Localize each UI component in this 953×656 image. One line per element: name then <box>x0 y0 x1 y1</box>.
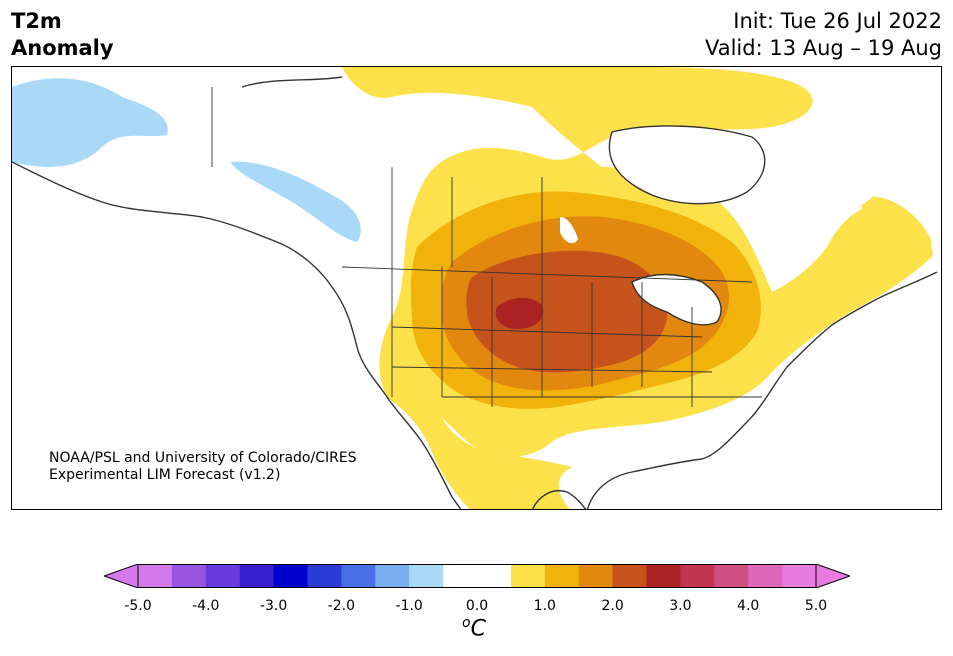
colorbar <box>104 564 850 588</box>
colorbar-tick-label: 4.0 <box>737 598 760 614</box>
colorbar-tick-label: -2.0 <box>327 598 356 614</box>
colorbar-segment <box>748 564 783 588</box>
colorbar-segment <box>341 564 376 588</box>
colorbar-segment <box>782 564 817 588</box>
map-title: T2m Anomaly <box>11 8 114 62</box>
colorbar-segment <box>510 564 546 588</box>
title-line-1: T2m <box>11 9 62 33</box>
hudson-bay-white <box>609 125 765 204</box>
colorbar-segment <box>646 564 681 588</box>
warm-anomaly-red <box>495 297 544 329</box>
colorbar-segment <box>578 564 614 588</box>
colorbar-segment <box>714 564 749 588</box>
colorbar-tick-label: 1.0 <box>533 598 556 614</box>
colorbar-outline <box>137 564 817 588</box>
colorbar-segment <box>205 564 241 588</box>
colorbar-tick-label: 3.0 <box>669 598 692 614</box>
forecast-credit: NOAA/PSL and University of Colorado/CIRE… <box>49 450 357 484</box>
warm-anomaly-yellow-east <box>861 196 932 271</box>
unit-label: oC <box>462 615 486 641</box>
valid-date: Valid: 13 Aug – 19 Aug <box>704 36 942 60</box>
title-line-2: Anomaly <box>11 36 114 60</box>
unit-letter: C <box>470 616 486 642</box>
eastern-canada-white <box>747 139 883 212</box>
anomaly-map <box>11 66 942 510</box>
colorbar-tick-label: -3.0 <box>259 598 288 614</box>
colorbar-segment <box>375 564 410 588</box>
colorbar-segment <box>273 564 308 588</box>
credit-line-1: NOAA/PSL and University of Colorado/CIRE… <box>49 450 357 466</box>
colorbar-tick-label: 0.0 <box>465 598 489 614</box>
coastlines <box>12 76 938 509</box>
colorbar-segment <box>477 564 512 588</box>
colorbar-segment <box>239 564 275 588</box>
colorbar-tick-label: 2.0 <box>601 598 624 614</box>
colorbar-segment <box>544 564 580 588</box>
colorbar-tick-label: -5.0 <box>124 598 152 614</box>
credit-line-2: Experimental LIM Forecast (v1.2) <box>49 467 281 483</box>
cool-anomaly-canada-west <box>230 161 361 242</box>
lake-winnipeg <box>560 217 578 244</box>
colorbar-segment <box>307 564 342 588</box>
forecast-dates: Init: Tue 26 Jul 2022 Valid: 13 Aug – 19… <box>705 8 942 62</box>
colorbar-over-triangle <box>815 564 850 588</box>
state-borders <box>211 87 762 407</box>
colorbar-under-triangle <box>104 564 139 588</box>
degree-symbol: o <box>462 615 471 631</box>
warm-anomaly-yellow-west <box>379 317 572 509</box>
colorbar-segment <box>171 564 207 588</box>
warm-anomaly-dark-orange <box>466 250 668 373</box>
colorbar-tick-label: -4.0 <box>192 598 220 614</box>
colorbar-tick-label: -1.0 <box>395 598 423 614</box>
great-lakes <box>632 274 722 325</box>
init-date: Init: Tue 26 Jul 2022 <box>733 9 942 33</box>
colorbar-segment <box>443 564 478 588</box>
colorbar-segment <box>680 564 715 588</box>
colorbar-segment <box>138 564 173 588</box>
colorbar-segment <box>409 564 444 588</box>
cool-anomaly-alaska <box>12 78 168 167</box>
colorbar-tick-label: 5.0 <box>804 598 828 614</box>
colorbar-ticks: -5.0 -4.0 -3.0 -2.0 -1.0 0.0 1.0 2.0 3.0 4.0 5.0 <box>0 598 953 616</box>
colorbar-segment <box>612 564 647 588</box>
